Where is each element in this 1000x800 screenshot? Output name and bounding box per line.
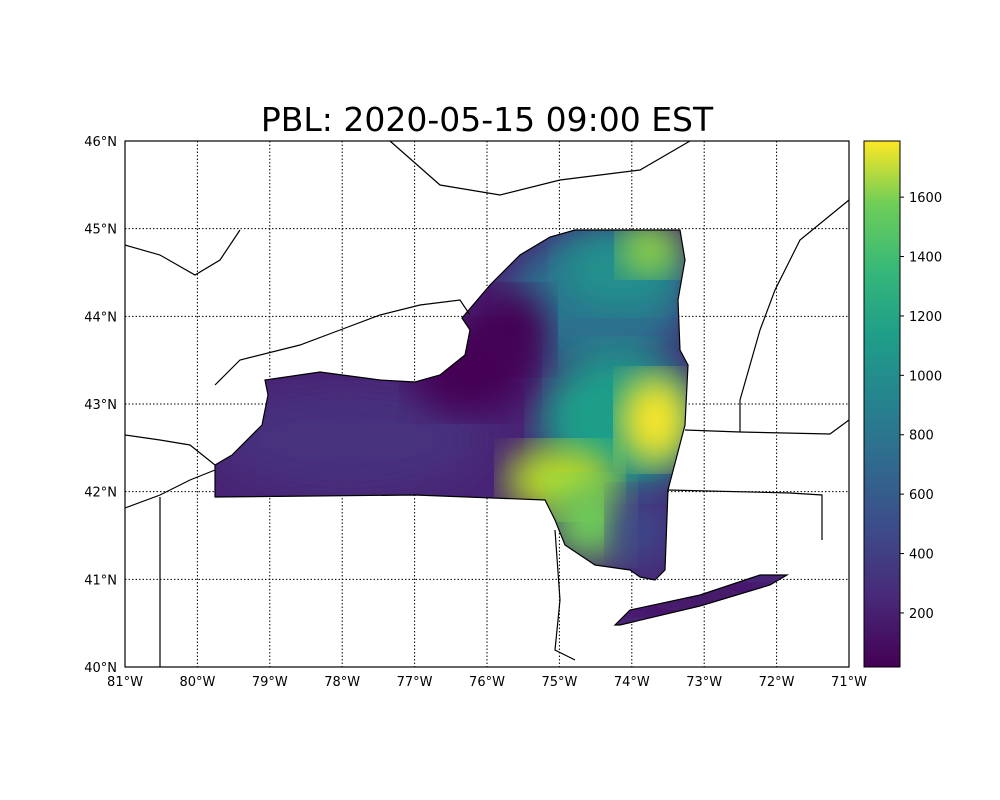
colorbar-tick-label: 200 [909,607,934,622]
x-tick-label: 72°W [759,675,795,690]
map-frame [124,140,850,668]
colorbar-tick-label: 1400 [909,251,942,266]
lake-ontario-north-shore [214,299,471,386]
y-tick-label: 41°N [84,573,117,588]
st-lawrence-river [389,140,691,196]
y-tick-label: 40°N [84,661,117,676]
x-tick-label: 75°W [541,675,577,690]
field-region [220,390,480,490]
x-tick-label: 78°W [324,675,360,690]
field-region [620,375,690,465]
ma-border [684,419,850,435]
field-region [550,480,630,560]
colorbar-tick-label: 800 [909,429,934,444]
colorbar-tick-label: 1600 [909,191,942,206]
x-tick-label: 76°W [469,675,505,690]
x-tick-label: 71°W [831,675,867,690]
y-tick-label: 42°N [84,486,117,501]
field-region [470,290,550,370]
x-tick-label: 74°W [614,675,650,690]
long-island-coast [613,574,790,626]
nj-pa-border [554,529,576,661]
y-tick-label: 46°N [84,135,117,150]
colorbar-tick-label: 400 [909,548,934,563]
vt-nh-border [739,199,850,432]
field-region [610,490,670,570]
colorbar-tick-label: 600 [909,488,934,503]
lake-erie-north-shore [124,434,216,466]
x-tick-label: 81°W [107,675,143,690]
y-tick-label: 43°N [84,398,117,413]
new-york-border [214,229,689,581]
colorbar-ticks: 200 400 600 800 1000 1200 1400 1600 [900,191,942,622]
coastlines [124,140,850,667]
y-tick-label: 45°N [84,223,117,238]
y-tick-label: 44°N [84,310,117,325]
pbl-field [215,230,787,625]
axis-ticks: 81°W 80°W 79°W 78°W 77°W 76°W 75°W 74°W 73°W 72°W… [84,135,867,690]
field-region [620,230,680,275]
x-tick-label: 77°W [397,675,433,690]
x-tick-label: 79°W [252,675,288,690]
chart-title: PBL: 2020-05-15 09:00 EST [260,100,714,139]
x-tick-label: 73°W [686,675,722,690]
georgian-bay-shore [124,229,241,276]
ct-border [667,489,823,540]
colorbar-tick-label: 1200 [909,310,942,325]
colorbar [863,140,901,668]
x-tick-label: 80°W [179,675,215,690]
colorbar-tick-label: 1000 [909,369,942,384]
lake-erie-south-shore [124,469,216,509]
